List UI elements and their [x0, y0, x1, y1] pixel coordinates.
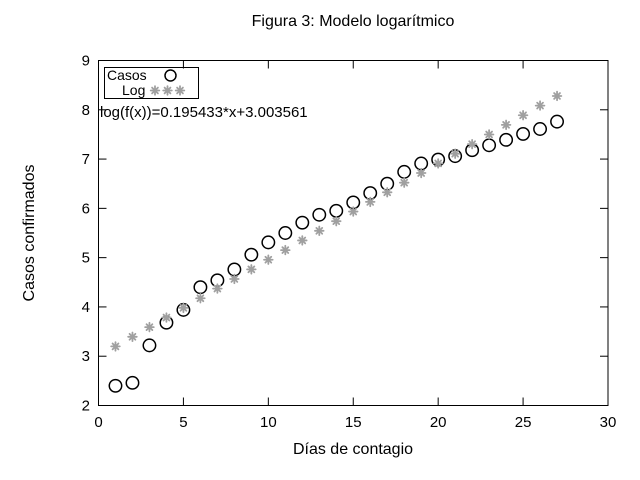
data-point-log: [415, 167, 427, 179]
data-point-casos: [261, 235, 276, 250]
data-point-log: [551, 90, 563, 102]
data-point-log: [314, 225, 325, 237]
data-point-log: [195, 293, 206, 304]
data-point-log: [365, 196, 376, 208]
x-tick-label: 15: [345, 414, 362, 431]
x-tick-label: 10: [260, 414, 277, 431]
x-tick-label: 5: [179, 414, 187, 431]
data-point-log: [246, 264, 257, 275]
fit-equation-label: log(f(x))=0.195433*x+3.003561: [100, 104, 308, 121]
data-point-casos: [244, 247, 259, 262]
data-point-log: [144, 321, 155, 333]
data-point-log: [500, 119, 512, 131]
y-tick-label: 8: [82, 102, 90, 119]
data-point-log: [432, 158, 444, 169]
axis-ticks-layer: 0 5 10 15 20 25 30 2 3 4 5 6 7 8 9: [82, 53, 617, 432]
data-point-casos: [499, 132, 514, 147]
legend-border: [104, 67, 199, 99]
data-point-casos: [312, 207, 327, 222]
data-point-log: [263, 254, 274, 265]
chart-title: Figura 3: Modelo logarítmico: [251, 13, 455, 30]
data-point-log: [534, 100, 546, 111]
data-point-log: [178, 302, 189, 314]
y-axis-label: Casos confirmados: [21, 164, 38, 302]
data-point-log: [110, 341, 121, 352]
legend-label-casos: Casos: [107, 67, 147, 83]
data-point-casos: [329, 203, 344, 218]
data-point-log: [331, 215, 342, 227]
x-tick-label: 0: [94, 414, 102, 431]
data-point-log: [280, 244, 291, 256]
y-tick-label: 9: [82, 53, 90, 70]
data-point-log: [382, 187, 393, 198]
y-tick-label: 7: [82, 151, 90, 168]
data-point-log: [449, 148, 461, 159]
data-point-log: [212, 283, 223, 294]
legend-label-log: Log: [122, 82, 145, 98]
data-point-casos: [142, 338, 157, 353]
data-point-casos: [482, 138, 497, 153]
data-point-casos: [397, 164, 412, 179]
data-point-log: [348, 206, 359, 217]
data-point-casos: [193, 280, 208, 295]
legend-marker-casos-icon: [164, 69, 177, 82]
data-point-casos: [108, 378, 123, 393]
y-tick-label: 6: [82, 200, 90, 217]
x-axis-label: Días de contagio: [292, 441, 414, 458]
y-tick-label: 4: [82, 299, 90, 316]
data-point-log: [161, 312, 172, 323]
data-point-log: [398, 177, 410, 188]
x-tick-label: 20: [430, 414, 447, 431]
data-point-casos: [516, 126, 531, 141]
data-point-casos: [295, 215, 310, 230]
y-tick-label: 5: [82, 250, 90, 267]
data-point-casos: [278, 226, 293, 240]
data-point-log: [127, 331, 138, 342]
y-tick-label: 2: [82, 398, 90, 415]
y-tick-label: 3: [82, 348, 90, 365]
legend-marker-log-icon: [162, 85, 173, 96]
legend-marker-log-icon: [149, 85, 161, 96]
data-point-casos: [125, 375, 140, 390]
data-point-casos: [533, 122, 548, 136]
data-point-log: [297, 235, 308, 246]
data-point-log: [229, 273, 240, 285]
data-point-log: [483, 129, 495, 140]
data-point-log: [517, 110, 529, 121]
x-tick-label: 25: [515, 414, 532, 431]
x-tick-label: 30: [600, 414, 617, 431]
data-point-casos: [550, 114, 564, 129]
data-points-layer: [108, 90, 564, 393]
legend-marker-log-icon: [174, 85, 186, 96]
data-point-log: [466, 138, 478, 150]
